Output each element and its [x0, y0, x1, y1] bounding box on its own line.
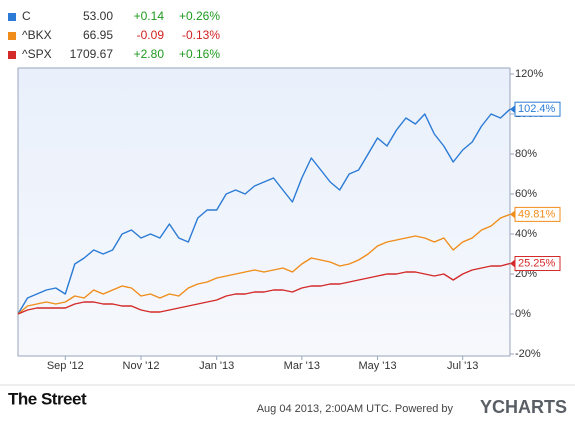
series-line — [17, 108, 511, 315]
series-line — [17, 213, 511, 315]
brand-logo: The Street — [8, 389, 87, 408]
x-tick-label: Sep '12 — [47, 360, 84, 372]
legend-price: 53.00 — [83, 9, 113, 23]
end-label-box — [514, 101, 561, 117]
y-tick-label: 80% — [515, 148, 537, 160]
x-tick-label: Nov '12 — [123, 360, 160, 372]
end-pointer — [510, 210, 515, 219]
end-label: 25.25% — [518, 257, 556, 269]
legend: C 53.00 +0.14 +0.26% ^BKX 66.95 -0.09 -0.13% ^SP… — [8, 9, 220, 61]
y-tick-label: 0% — [515, 308, 531, 320]
y-tick-label: -20% — [515, 348, 541, 360]
legend-change: +2.80 — [134, 47, 165, 61]
x-tick-label: Mar '13 — [284, 360, 320, 372]
legend-price: 1709.67 — [70, 47, 114, 61]
legend-change: +0.14 — [134, 9, 165, 23]
end-label-box — [514, 206, 561, 222]
legend-swatch — [8, 13, 16, 21]
legend-change: -0.09 — [137, 28, 165, 42]
legend-change-pct: -0.13% — [182, 28, 220, 42]
end-pointer — [510, 105, 515, 114]
end-label-box — [514, 256, 561, 271]
legend-change-pct: +0.16% — [179, 47, 220, 61]
legend-price: 66.95 — [83, 28, 113, 42]
y-tick-label: 120% — [515, 68, 543, 80]
legend-name: ^BKX — [22, 28, 52, 42]
x-tick-label: Jan '13 — [199, 360, 234, 372]
provider-logo: YCHARTS — [480, 397, 567, 417]
end-label: 49.81% — [518, 208, 556, 220]
legend-swatch — [8, 51, 16, 59]
x-tick-label: May '13 — [358, 360, 396, 372]
y-tick-label: 60% — [515, 188, 537, 200]
y-tick-label: 40% — [515, 228, 537, 240]
legend-swatch — [8, 32, 16, 40]
legend-name: ^SPX — [22, 47, 52, 61]
series-line — [17, 262, 511, 315]
end-label: 102.4% — [518, 103, 556, 115]
legend-change-pct: +0.26% — [179, 9, 220, 23]
legend-name: C — [22, 9, 31, 23]
timestamp: Aug 04 2013, 2:00AM UTC. Powered by — [257, 403, 454, 415]
plot-area — [17, 67, 511, 357]
x-tick-label: Jul '13 — [447, 360, 478, 372]
end-pointer — [510, 259, 515, 268]
